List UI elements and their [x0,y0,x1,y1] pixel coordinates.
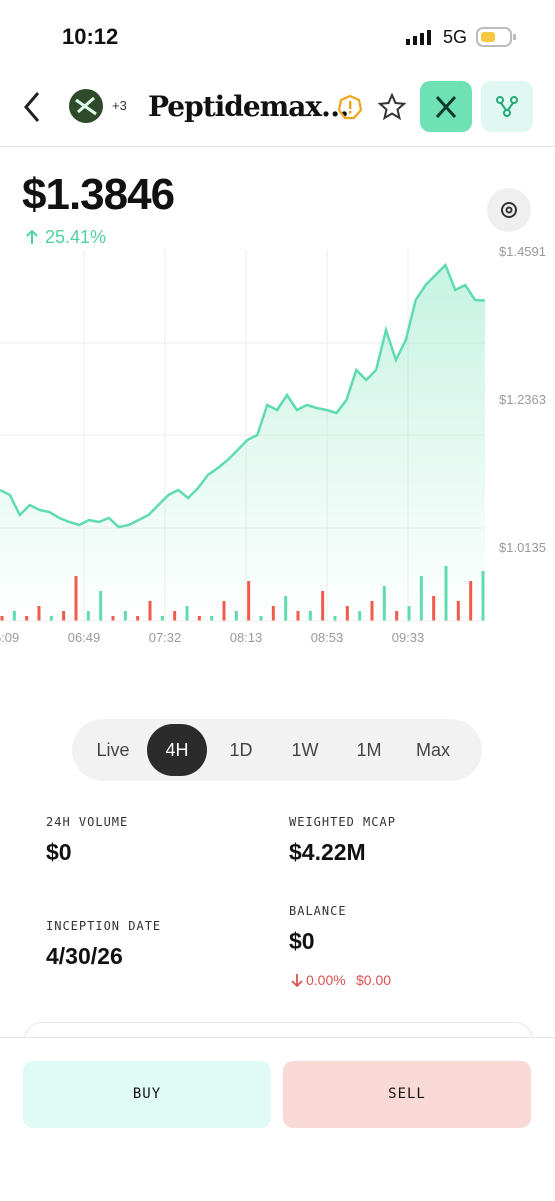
volume-bar [148,601,152,621]
warning-icon[interactable] [337,94,363,120]
volume-bar [99,591,103,621]
price-line [0,262,486,529]
volume-bar [321,591,325,621]
volume-bar [247,581,251,621]
stat: BALANCE $0 [289,904,347,955]
volume-bar [86,611,90,621]
volume-bar [395,611,399,621]
period-selector: Live 4H 1D 1W 1M Max [72,719,482,781]
volume-bar [37,606,41,621]
volume-bar [49,616,53,621]
sell-button[interactable]: SELL [283,1061,531,1128]
volume-bar [296,611,300,621]
clock: 10:12 [62,24,119,49]
volume-bar [345,606,349,621]
y-tick-label: $1.2363 [499,392,546,407]
x-tick-label: 08:13 [230,630,263,645]
current-price: $1.3846 [22,170,175,219]
volume-bar [370,601,374,621]
stat: INCEPTION DATE 4/30/26 [46,919,161,970]
period-button[interactable]: 1W [291,740,319,760]
volume-bar [308,611,312,621]
period-button[interactable]: 1M [356,740,382,760]
y-tick-label: $1.0135 [499,540,546,555]
stat-value: $0 [46,839,72,865]
volume-bar [284,596,288,621]
stat-value: 4/30/26 [46,943,123,969]
volume-bar [259,616,263,621]
volume-bar [0,616,4,621]
share-button[interactable] [481,81,533,132]
stat-value: $0 [289,928,315,954]
y-tick-label: $1.4591 [499,244,546,259]
down-arrow [291,974,303,988]
x-button[interactable] [420,81,472,132]
volume-bar [185,606,189,621]
signal-icon [406,30,431,45]
volume-bar [333,616,337,621]
gear-icon [501,202,517,218]
stat-label: WEIGHTED MCAP [289,815,396,829]
header-divider [0,146,555,147]
volume-bar [210,616,214,621]
volume-bar [469,581,473,621]
token-icon [69,89,103,123]
token-title: Peptidemax… [148,90,349,123]
volume-bar [358,611,362,621]
balance-change-percent: 0.00% [306,972,346,988]
stat-value: $4.22M [289,839,366,865]
volume-bar [136,616,140,621]
price-chart: $1.4591 $1.2363 $1.0135 06:09 06:49 07:32 08:1… [0,244,546,645]
volume-bar [111,616,115,621]
x-tick-label: 09:33 [392,630,425,645]
period-row: Live 4H 1D 1W 1M Max [72,724,482,786]
volume-bar [481,571,485,621]
token-badge: +3 [112,98,127,113]
volume-bar [222,601,226,621]
volume-bar [173,611,177,621]
volume-bar [456,601,460,621]
price-change: 25.41% [45,227,107,247]
settings-button[interactable] [487,188,531,232]
back-button[interactable] [20,90,44,124]
volume-bar [160,616,164,621]
battery-icon [476,27,516,47]
star-button[interactable] [377,92,407,122]
volume-bar [407,606,411,621]
volume-bar [432,596,436,621]
volume-bar [12,611,16,621]
share-icon [496,96,518,117]
stat-label: BALANCE [289,904,347,918]
network: 5G [443,27,468,47]
volume-bar [271,606,275,621]
up-arrow [26,229,38,244]
x-tick-label: 08:53 [311,630,344,645]
volume-bar [444,566,448,621]
volume-bar [234,611,238,621]
period-button[interactable]: 1D [229,740,253,760]
volume-bar [419,576,423,621]
volume-bar [25,616,29,621]
volume-bar [74,576,78,621]
x-tick-label: 06:49 [68,630,101,645]
volume-bar [123,611,127,621]
x-tick-label: 06:09 [0,630,19,645]
stat-label: 24H VOLUME [46,815,129,829]
volume-bar [197,616,201,621]
period-button[interactable]: 4H [147,724,207,776]
balance-change-amount: $0.00 [356,972,392,988]
stat-label: INCEPTION DATE [46,919,162,933]
stat: WEIGHTED MCAP $4.22M [289,815,396,866]
x-logo [435,95,457,119]
period-button[interactable]: Live [96,740,130,760]
buy-button[interactable]: BUY [23,1061,271,1128]
period-button[interactable]: Max [415,740,450,760]
price-area [0,265,485,621]
volume-bar [62,611,66,621]
stat: 24H VOLUME $0 [46,815,128,866]
x-tick-label: 07:32 [149,630,182,645]
volume-bar [382,586,386,621]
